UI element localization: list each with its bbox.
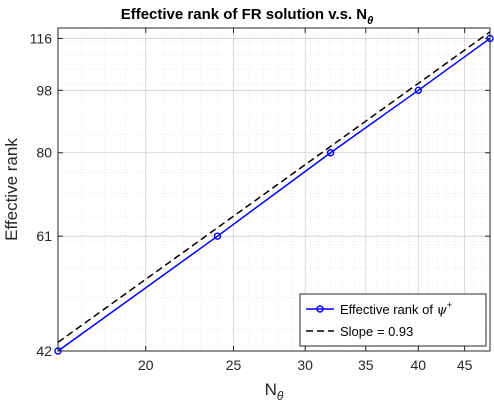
axis-ticks: 20 25 30 35 40 45 42 61 80 98 116: [30, 28, 490, 373]
legend: Effective rank of ψ+ Slope = 0.93: [299, 293, 487, 347]
chart-title-subscript: θ: [367, 15, 373, 27]
legend-entry-0-superscript: +: [447, 300, 452, 310]
x-tick-label: 25: [226, 357, 242, 373]
plot-border: [57, 27, 491, 352]
fit-line-series: [57, 31, 491, 343]
x-tick-label: 30: [297, 357, 313, 373]
legend-entry-0: Effective rank of ψ+: [340, 300, 452, 318]
x-tick-label: 45: [457, 357, 473, 373]
legend-marker-circle: [316, 305, 324, 313]
y-tick-label: 42: [36, 343, 52, 359]
data-point-marker: [326, 149, 335, 157]
chart-title: Effective rank of FR solution v.s. Nθ: [121, 6, 374, 27]
y-axis-label: Effective rank: [2, 138, 21, 241]
legend-entry-1: Slope = 0.93: [340, 324, 413, 339]
y-tick-label: 116: [30, 30, 53, 46]
legend-entry-0-symbol: ψ: [437, 303, 448, 318]
effective-rank-series-line: [57, 37, 491, 352]
legend-entry-0-text: Effective rank of: [340, 302, 437, 317]
x-tick-label: 40: [411, 357, 427, 373]
x-tick-label: 35: [358, 357, 374, 373]
y-tick-label: 98: [36, 82, 52, 98]
x-axis-label-text: N: [265, 380, 277, 399]
legend-box: [299, 293, 487, 347]
y-tick-label: 61: [36, 228, 52, 244]
series-layer: [54, 31, 494, 355]
x-axis-label-subscript: θ: [277, 389, 284, 403]
data-point-marker: [213, 232, 222, 240]
x-axis-label: Nθ: [265, 380, 284, 403]
svg-text:Effective rank of FR solution: Effective rank of FR solution v.s. Nθ: [121, 6, 374, 27]
chart-title-text: Effective rank of FR solution v.s. N: [121, 6, 367, 23]
data-point-marker: [414, 86, 423, 95]
y-tick-label: 80: [36, 145, 52, 161]
x-tick-label: 20: [138, 357, 154, 373]
